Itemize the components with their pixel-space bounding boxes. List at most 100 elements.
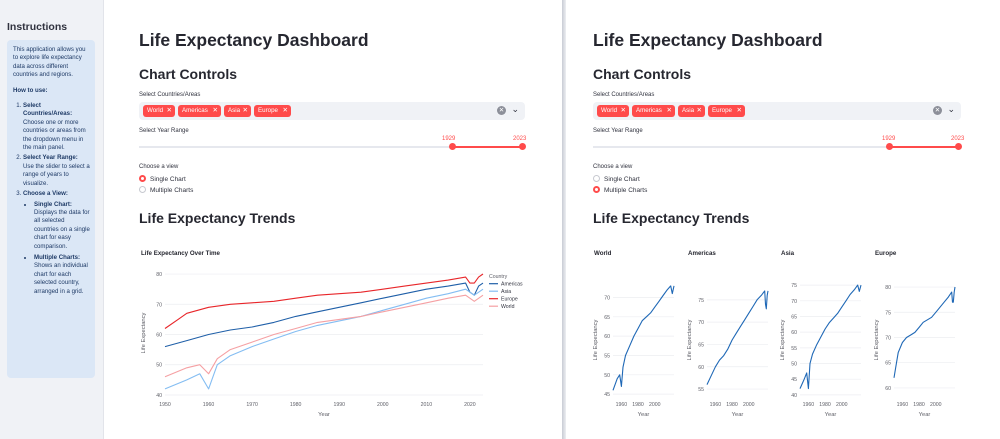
x-tick-label: 2000 <box>743 402 755 408</box>
series-line-asia <box>164 288 484 390</box>
slider-min-handle[interactable] <box>886 143 893 150</box>
remove-tag-icon[interactable]: ✕ <box>696 107 702 114</box>
y-tick-label: 70 <box>156 302 162 308</box>
chart-title-world: World <box>594 250 612 257</box>
x-tick-label: 1950 <box>159 402 171 408</box>
y-tick-label: 50 <box>156 363 162 369</box>
y-tick-label: 75 <box>698 298 704 304</box>
remove-tag-icon[interactable]: ✕ <box>212 107 218 114</box>
countries-multiselect[interactable]: World ✕ Americas ✕ Asia ✕ Europe ✕ ✕ ⌄ <box>593 102 961 120</box>
view-item: Single Chart: Displays the data for all … <box>34 201 90 251</box>
year-max-value: 2023 <box>513 136 527 142</box>
y-tick-label: 80 <box>156 272 162 278</box>
remove-tag-icon[interactable]: ✕ <box>242 107 248 114</box>
legend-title: Country <box>489 274 508 280</box>
europe-line-chart: 60 65 70 75 80 1960 1980 2000 Year Life Expectanc… <box>874 285 956 418</box>
y-tick-label: 75 <box>885 310 891 316</box>
panel-divider <box>562 0 566 439</box>
year-min-value: 1929 <box>442 136 456 142</box>
instructions-info-box: This application allows you to explore l… <box>7 40 95 378</box>
tag-world: World ✕ <box>143 105 175 117</box>
remove-tag-icon[interactable]: ✕ <box>166 107 172 114</box>
single-chart-title: Life Expectancy Over Time <box>141 250 220 257</box>
chevron-down-icon[interactable]: ⌄ <box>511 104 519 114</box>
remove-tag-icon[interactable]: ✕ <box>620 107 626 114</box>
y-tick-label: 70 <box>885 335 891 341</box>
series-line-americas <box>164 282 484 348</box>
radio-multiple-charts[interactable]: Multiple Charts <box>593 186 647 195</box>
x-axis-label: Year <box>919 412 931 418</box>
series-line-world <box>164 294 484 378</box>
single-line-chart: 40 50 60 70 80 1950 1960 1970 1980 1990 2000 2010 20… <box>141 272 523 418</box>
x-tick-label: 1990 <box>333 402 345 408</box>
y-tick-label: 65 <box>885 361 891 367</box>
intro-text: This application allows you to explore l… <box>13 46 86 79</box>
remove-tag-icon[interactable]: ✕ <box>736 107 742 114</box>
radio-dot <box>593 186 600 193</box>
radio-single-chart[interactable]: Single Chart <box>593 175 640 184</box>
year-min-value: 1929 <box>882 136 896 142</box>
x-tick-label: 2000 <box>377 402 389 408</box>
radio-dot <box>139 175 146 182</box>
legend-entry: Americas <box>501 282 523 288</box>
y-tick-label: 40 <box>791 393 797 399</box>
year-range-slider[interactable] <box>139 143 526 150</box>
x-axis-label: Year <box>638 412 650 418</box>
x-tick-label: 1970 <box>246 402 258 408</box>
tag-world: World ✕ <box>597 105 629 117</box>
sidebar-title: Instructions <box>7 21 68 33</box>
chart-title-americas: Americas <box>688 250 716 257</box>
x-tick-label: 2000 <box>930 402 942 408</box>
chart-controls-heading: Chart Controls <box>139 66 237 82</box>
slider-fill <box>889 146 961 148</box>
y-tick-label: 70 <box>791 299 797 305</box>
y-tick-label: 50 <box>604 373 610 379</box>
asia-line-chart: 40 45 50 55 60 65 70 75 1960 1980 2000 Year Life Exp… <box>780 283 862 418</box>
x-tick-label: 1980 <box>726 402 738 408</box>
remove-tag-icon[interactable]: ✕ <box>282 107 288 114</box>
tag-europe: Europe ✕ <box>708 105 745 117</box>
sidebar: Instructions This application allows you… <box>0 0 104 439</box>
slider-max-handle[interactable] <box>519 143 526 150</box>
radio-multiple-charts[interactable]: Multiple Charts <box>139 186 193 195</box>
legend-entry: Asia <box>501 289 511 295</box>
views-list: Single Chart: Displays the data for all … <box>23 201 90 296</box>
countries-multiselect[interactable]: World ✕ Americas ✕ Asia ✕ Europe ✕ ✕ ⌄ <box>139 102 525 120</box>
x-axis-label: Year <box>825 412 837 418</box>
step-item: Select Year Range: Use the slider to sel… <box>23 154 90 188</box>
y-axis-label: Life Expectancy <box>141 312 147 353</box>
step-item: Choose a View: Single Chart: Displays th… <box>23 190 90 296</box>
clear-all-icon[interactable]: ✕ <box>933 106 942 115</box>
select-countries-label: Select Countries/Areas <box>593 92 655 98</box>
chart-title-asia: Asia <box>781 250 795 257</box>
y-tick-label: 65 <box>791 314 797 320</box>
legend-entry: World <box>501 304 515 310</box>
chart-controls-heading: Chart Controls <box>593 66 691 82</box>
y-axis-label: Life Expectancy <box>593 319 599 360</box>
slider-min-handle[interactable] <box>449 143 456 150</box>
year-max-value: 2023 <box>951 136 965 142</box>
radio-single-chart[interactable]: Single Chart <box>139 175 186 184</box>
slider-fill <box>452 146 525 148</box>
clear-all-icon[interactable]: ✕ <box>497 106 506 115</box>
x-tick-label: 1960 <box>203 402 215 408</box>
page-title: Life Expectancy Dashboard <box>139 30 369 50</box>
series-line-asia <box>799 284 862 390</box>
remove-tag-icon[interactable]: ✕ <box>666 107 672 114</box>
x-tick-label: 2000 <box>836 402 848 408</box>
x-tick-label: 1960 <box>803 402 815 408</box>
select-countries-label: Select Countries/Areas <box>139 92 201 98</box>
y-axis-label: Life Expectancy <box>874 319 880 360</box>
y-tick-label: 80 <box>885 285 891 291</box>
trends-heading: Life Expectancy Trends <box>139 210 296 226</box>
year-range-slider[interactable] <box>593 143 962 150</box>
x-tick-label: 1960 <box>710 402 722 408</box>
series-line-europe <box>893 286 956 378</box>
chevron-down-icon[interactable]: ⌄ <box>947 104 955 114</box>
slider-max-handle[interactable] <box>955 143 962 150</box>
how-to-use-heading: How to use: <box>13 86 48 94</box>
step-item: Select Countries/Areas: Choose one or mo… <box>23 102 90 152</box>
view-label: Choose a view <box>139 164 179 170</box>
tag-americas: Americas ✕ <box>632 105 675 117</box>
y-tick-label: 60 <box>698 365 704 371</box>
